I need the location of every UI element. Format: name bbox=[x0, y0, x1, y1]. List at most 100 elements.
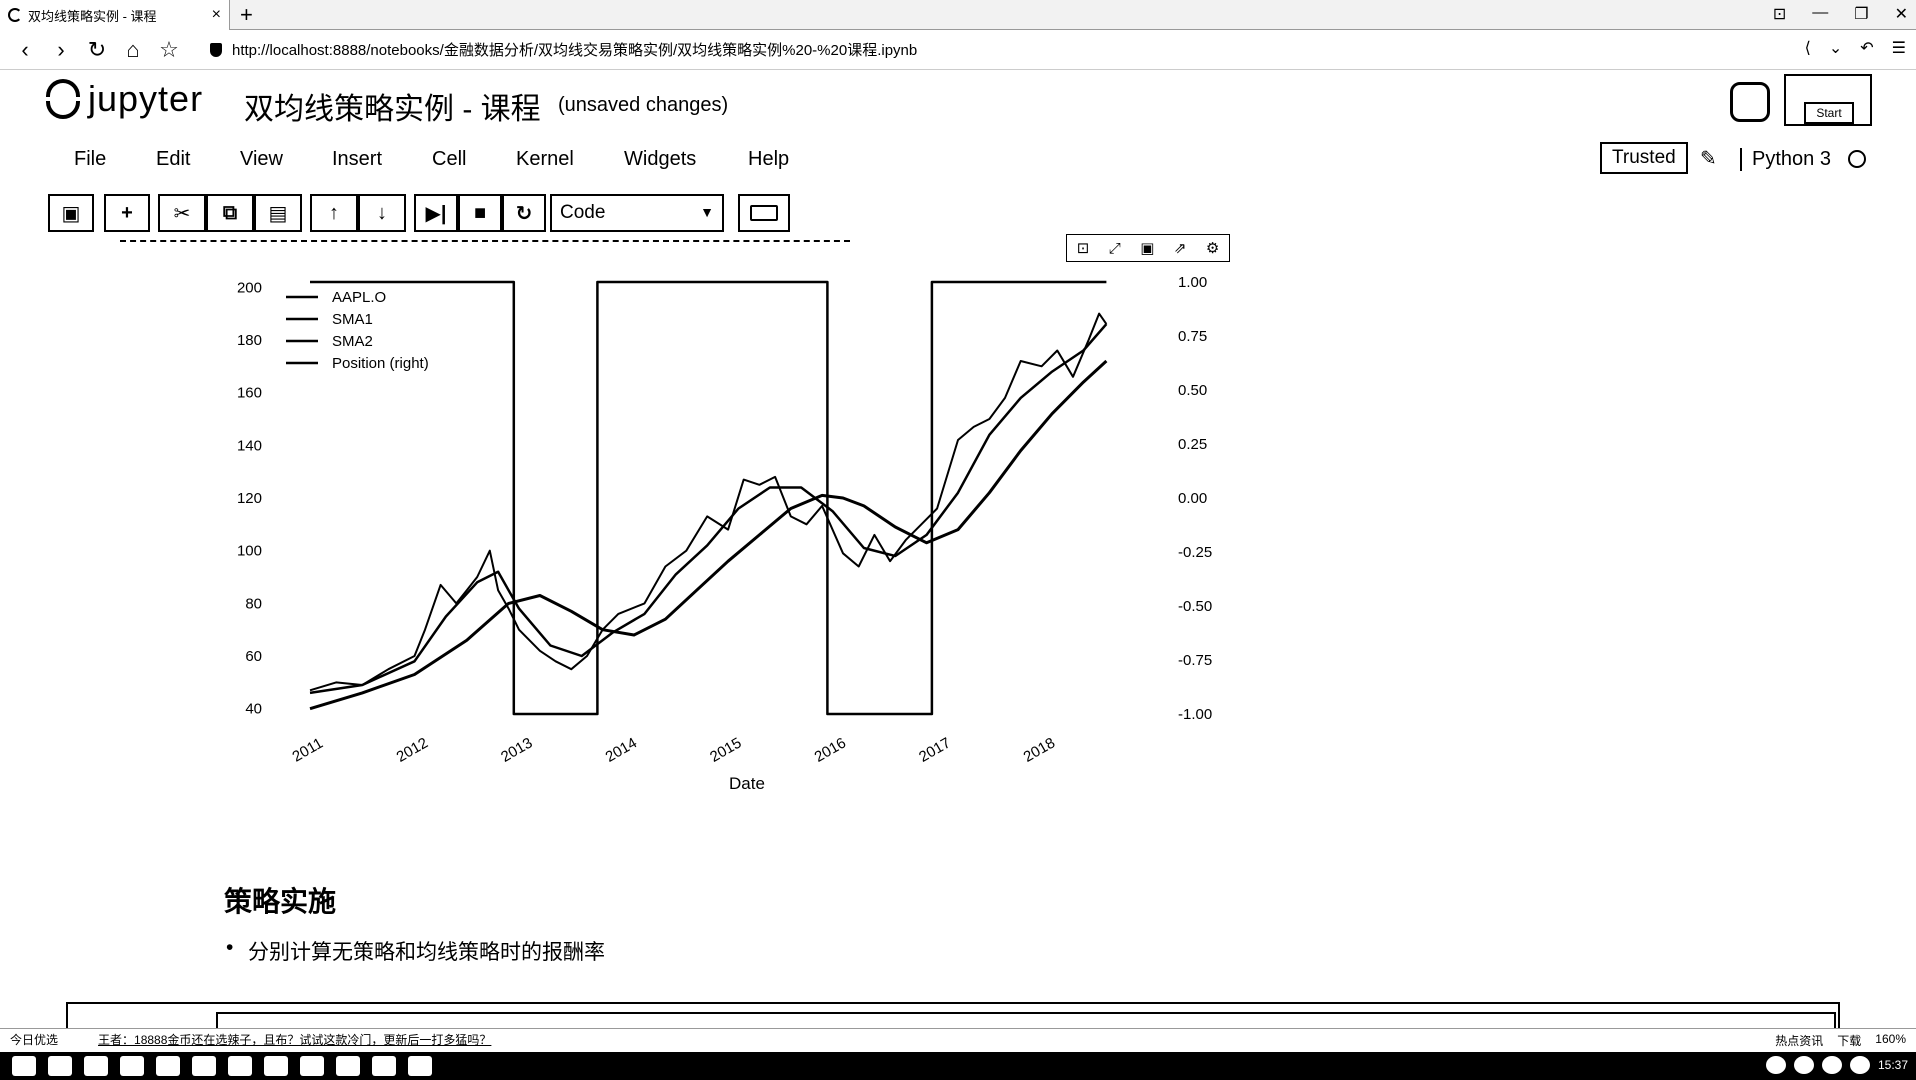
x-tick-label: 2017 bbox=[916, 734, 953, 765]
tray-icon[interactable] bbox=[1793, 1056, 1814, 1074]
os-taskbar: 15:37 bbox=[0, 1052, 1916, 1080]
taskbar-app-icon[interactable] bbox=[336, 1056, 360, 1076]
tray-icon[interactable] bbox=[1821, 1056, 1842, 1074]
restore-icon[interactable]: ❐ bbox=[1854, 6, 1869, 23]
clock: 15:37 bbox=[1877, 1058, 1908, 1072]
taskbar-app-icon[interactable] bbox=[156, 1056, 180, 1076]
pin-icon[interactable]: ⊡ bbox=[1772, 6, 1787, 23]
share-icon[interactable]: ⟨ bbox=[1804, 40, 1811, 57]
home-icon[interactable]: ⌂ bbox=[126, 36, 140, 62]
restart-button[interactable]: ↻ bbox=[502, 194, 546, 232]
undo-icon[interactable]: ↶ bbox=[1860, 40, 1874, 57]
menu-edit[interactable]: Edit bbox=[156, 148, 191, 170]
kernel-status-icon bbox=[1848, 150, 1866, 168]
minimize-icon[interactable]: — bbox=[1812, 4, 1829, 21]
run-button[interactable]: ▶| bbox=[414, 194, 458, 232]
menu-widgets[interactable]: Widgets bbox=[624, 148, 697, 170]
move-down-button[interactable]: ↓ bbox=[358, 194, 406, 232]
x-tick-label: 2014 bbox=[603, 734, 640, 765]
trusted-badge[interactable]: Trusted bbox=[1600, 142, 1688, 174]
tray-icon[interactable] bbox=[1849, 1056, 1870, 1074]
zoom-level[interactable]: 160% bbox=[1875, 1032, 1906, 1046]
menu-file[interactable]: File bbox=[74, 148, 107, 170]
jupyter-logo[interactable]: jupyter bbox=[46, 78, 203, 120]
y-right-tick-label: 0.50 bbox=[1178, 382, 1207, 399]
browser-tabbar: 双均线策略实例 - 课程 × + ⊡ — ❐ ✕ bbox=[0, 0, 1916, 30]
y-right-tick-label: 0.75 bbox=[1178, 328, 1207, 345]
notebook-area[interactable] bbox=[0, 240, 1916, 1030]
legend-label: SMA2 bbox=[332, 333, 373, 350]
start-button[interactable]: Start bbox=[1804, 102, 1854, 124]
logo-text: jupyter bbox=[88, 78, 204, 119]
stop-icon: ■ bbox=[473, 201, 487, 224]
taskbar-app-icon[interactable] bbox=[84, 1056, 108, 1076]
taskbar-app-icon[interactable] bbox=[372, 1056, 396, 1076]
kernel-name[interactable]: Python 3 bbox=[1740, 148, 1831, 171]
export-icon[interactable]: ⇗ bbox=[1173, 240, 1187, 257]
y-right-tick-label: 0.25 bbox=[1178, 436, 1207, 453]
pencil-icon[interactable]: ✎ bbox=[1700, 148, 1717, 170]
close-window-icon[interactable]: ✕ bbox=[1894, 6, 1908, 23]
address-bar-tools: ⟨ ⌄ ↶ ☰ bbox=[1805, 38, 1906, 58]
back-icon[interactable]: ‹ bbox=[21, 36, 29, 62]
url-field[interactable]: http://localhost:8888/notebooks/金融数据分析/双… bbox=[210, 39, 917, 60]
restart-icon: ↻ bbox=[515, 202, 533, 225]
y-left-tick-label: 40 bbox=[245, 701, 262, 718]
cut-button[interactable]: ✂ bbox=[158, 194, 206, 232]
forward-icon[interactable]: › bbox=[57, 36, 65, 62]
browser-tab[interactable]: 双均线策略实例 - 课程 × bbox=[0, 0, 230, 30]
y-left-tick-label: 80 bbox=[245, 595, 262, 612]
copy-button[interactable]: ⧉ bbox=[206, 194, 254, 232]
menu-view[interactable]: View bbox=[240, 148, 283, 170]
menu-help[interactable]: Help bbox=[748, 148, 790, 170]
legend-label: Position (right) bbox=[332, 355, 429, 372]
y-right-tick-label: -0.25 bbox=[1178, 544, 1212, 561]
window-controls: ⊡ — ❐ ✕ bbox=[1773, 4, 1908, 24]
interrupt-button[interactable]: ■ bbox=[458, 194, 502, 232]
shield-icon bbox=[210, 42, 222, 57]
save-button[interactable]: ▣ bbox=[48, 194, 94, 232]
taskbar-app-icon[interactable] bbox=[120, 1056, 144, 1076]
y-right-tick-label: 1.00 bbox=[1178, 274, 1207, 291]
keyboard-icon bbox=[750, 205, 778, 221]
taskbar-app-icon[interactable] bbox=[228, 1056, 252, 1076]
paste-button[interactable]: ▤ bbox=[254, 194, 302, 232]
download-label[interactable]: 下载 bbox=[1837, 1034, 1862, 1048]
menu-icon[interactable]: ☰ bbox=[1891, 40, 1906, 57]
notebook-title[interactable]: 双均线策略实例 - 课程 bbox=[244, 93, 541, 126]
news-ticker[interactable]: 王者：18888金币还在选辣子，且布？试试这款冷门，更新后一打多猛吗？ bbox=[98, 1033, 492, 1047]
dropdown-icon[interactable]: ⌄ bbox=[1828, 40, 1843, 57]
save-icon: ▣ bbox=[61, 202, 81, 225]
keyboard-shortcuts-button[interactable] bbox=[738, 194, 790, 232]
tab-close-icon[interactable]: × bbox=[211, 6, 221, 23]
page-scrollbar[interactable] bbox=[1902, 240, 1916, 1030]
insert-cell-button[interactable]: + bbox=[104, 194, 150, 232]
y-right-tick-label: -0.50 bbox=[1178, 598, 1212, 615]
legend-label: AAPL.O bbox=[332, 289, 386, 306]
taskbar-app-icon[interactable] bbox=[408, 1056, 432, 1076]
x-tick-label: 2016 bbox=[812, 734, 849, 765]
save-figure-icon[interactable]: ▣ bbox=[1140, 240, 1155, 257]
hot-news[interactable]: 热点资讯 bbox=[1775, 1034, 1824, 1048]
menu-cell[interactable]: Cell bbox=[432, 148, 467, 170]
reload-icon[interactable]: ↻ bbox=[87, 36, 107, 62]
taskbar-app-icon[interactable] bbox=[48, 1056, 72, 1076]
taskbar-app-icon[interactable] bbox=[264, 1056, 288, 1076]
windows-start-icon[interactable] bbox=[12, 1056, 36, 1076]
tray-icon[interactable] bbox=[1765, 1056, 1786, 1074]
new-tab-button[interactable]: + bbox=[240, 2, 253, 27]
menu-kernel[interactable]: Kernel bbox=[516, 148, 574, 170]
save-status: (unsaved changes) bbox=[558, 94, 729, 116]
fit-icon[interactable]: ⊡ bbox=[1076, 240, 1090, 257]
taskbar-app-icon[interactable] bbox=[192, 1056, 216, 1076]
expand-icon[interactable]: ⤢ bbox=[1108, 239, 1121, 257]
bullet-item: 分别计算无策略和均线策略时的报酬率 bbox=[226, 936, 605, 966]
cell-type-select[interactable]: Code ▼ bbox=[550, 194, 724, 232]
statusbar-right: 热点资讯 下载 160% bbox=[1775, 1032, 1906, 1049]
settings-gear-icon[interactable]: ⚙ bbox=[1205, 240, 1220, 257]
bookmark-star-icon[interactable]: ☆ bbox=[159, 36, 179, 62]
today-picks[interactable]: 今日优选 bbox=[10, 1033, 59, 1047]
taskbar-app-icon[interactable] bbox=[300, 1056, 324, 1076]
move-up-button[interactable]: ↑ bbox=[310, 194, 358, 232]
menu-insert[interactable]: Insert bbox=[332, 148, 383, 170]
